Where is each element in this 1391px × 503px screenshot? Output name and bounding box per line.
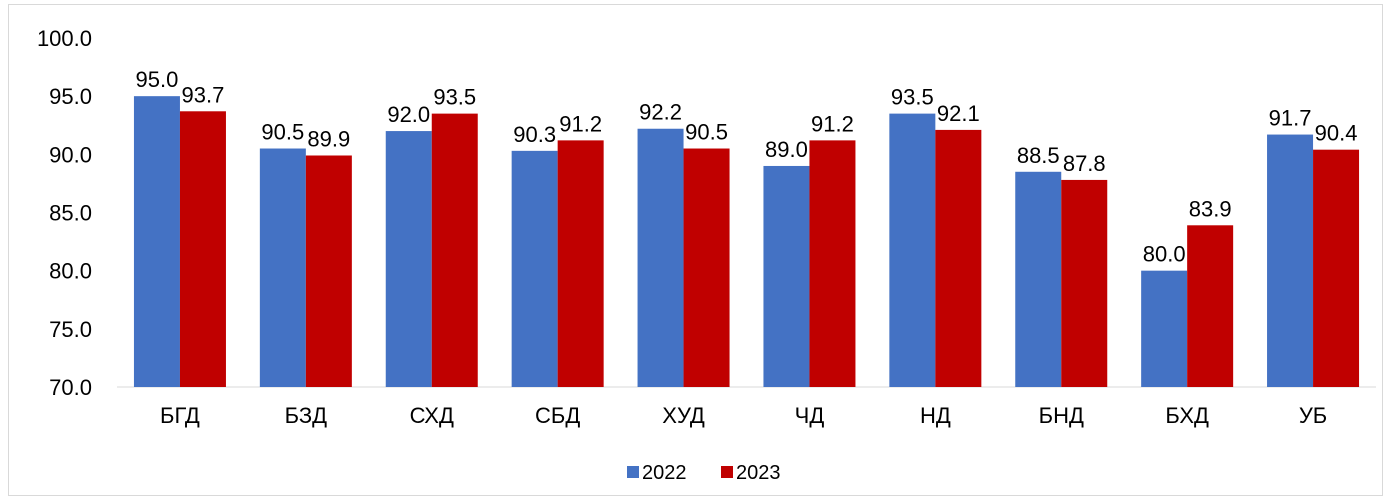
- bar-2023-5: [809, 140, 856, 387]
- y-tick-label: 95.0: [49, 84, 92, 109]
- data-label-2022-4: 92.2: [639, 100, 682, 125]
- bar-2023-8: [1187, 225, 1234, 387]
- data-label-2022-0: 95.0: [136, 67, 179, 92]
- bar-2022-1: [259, 148, 306, 387]
- data-label-2022-7: 88.5: [1017, 143, 1060, 168]
- x-tick-label: БЗД: [285, 403, 327, 428]
- x-tick-label: БХД: [1165, 403, 1209, 428]
- bar-2022-6: [889, 113, 936, 387]
- legend-label-2022: 2022: [642, 462, 687, 484]
- bar-2023-9: [1313, 149, 1360, 387]
- bar-2023-0: [179, 111, 226, 387]
- x-tick-label: СБД: [535, 403, 580, 428]
- x-tick-label: БГД: [160, 403, 200, 428]
- bar-2022-9: [1267, 134, 1314, 387]
- bar-2022-2: [385, 131, 432, 387]
- x-tick-label: НД: [920, 403, 951, 428]
- data-label-2023-5: 91.2: [811, 111, 854, 136]
- bar-2023-3: [557, 140, 604, 387]
- bar-2023-6: [935, 129, 982, 388]
- bar-2022-8: [1141, 270, 1188, 387]
- bar-2022-4: [637, 128, 684, 388]
- data-label-2023-1: 89.9: [307, 126, 350, 151]
- legend-label-2023: 2023: [736, 462, 781, 484]
- data-label-2022-6: 93.5: [891, 85, 934, 110]
- bar-2022-7: [1015, 171, 1062, 387]
- x-tick-label: ЧД: [795, 403, 825, 428]
- x-tick-label: ХУД: [662, 403, 705, 428]
- x-tick-label: УБ: [1299, 403, 1327, 428]
- data-label-2023-7: 87.8: [1063, 151, 1106, 176]
- data-label-2023-3: 91.2: [559, 111, 602, 136]
- data-label-2023-6: 92.1: [937, 101, 980, 126]
- bar-2022-3: [511, 150, 558, 387]
- bar-2023-2: [431, 113, 478, 387]
- data-label-2023-4: 90.5: [685, 120, 728, 145]
- bar-2023-7: [1061, 179, 1108, 387]
- data-label-2023-8: 83.9: [1189, 196, 1232, 221]
- legend-swatch-2023: [721, 466, 733, 478]
- bar-2023-1: [305, 155, 352, 387]
- y-tick-label: 85.0: [49, 201, 92, 226]
- data-label-2023-2: 93.5: [433, 85, 476, 110]
- y-tick-label: 100.0: [37, 26, 92, 51]
- bar-2023-4: [683, 148, 730, 387]
- data-label-2022-2: 92.0: [387, 102, 430, 127]
- data-label-2022-9: 91.7: [1269, 106, 1312, 131]
- data-label-2022-8: 80.0: [1143, 242, 1186, 267]
- data-label-2022-3: 90.3: [513, 122, 556, 147]
- x-tick-label: СХД: [410, 403, 454, 428]
- bar-2022-0: [133, 96, 180, 388]
- x-tick-label: БНД: [1039, 403, 1084, 428]
- legend-swatch-2022: [627, 466, 639, 478]
- y-tick-label: 90.0: [49, 142, 92, 167]
- y-tick-label: 80.0: [49, 259, 92, 284]
- y-tick-label: 75.0: [49, 317, 92, 342]
- data-label-2022-5: 89.0: [765, 137, 808, 162]
- data-label-2023-9: 90.4: [1315, 121, 1358, 146]
- bar-2022-5: [763, 165, 810, 387]
- y-tick-label: 70.0: [49, 375, 92, 400]
- data-label-2022-1: 90.5: [261, 120, 304, 145]
- data-label-2023-0: 93.7: [182, 82, 225, 107]
